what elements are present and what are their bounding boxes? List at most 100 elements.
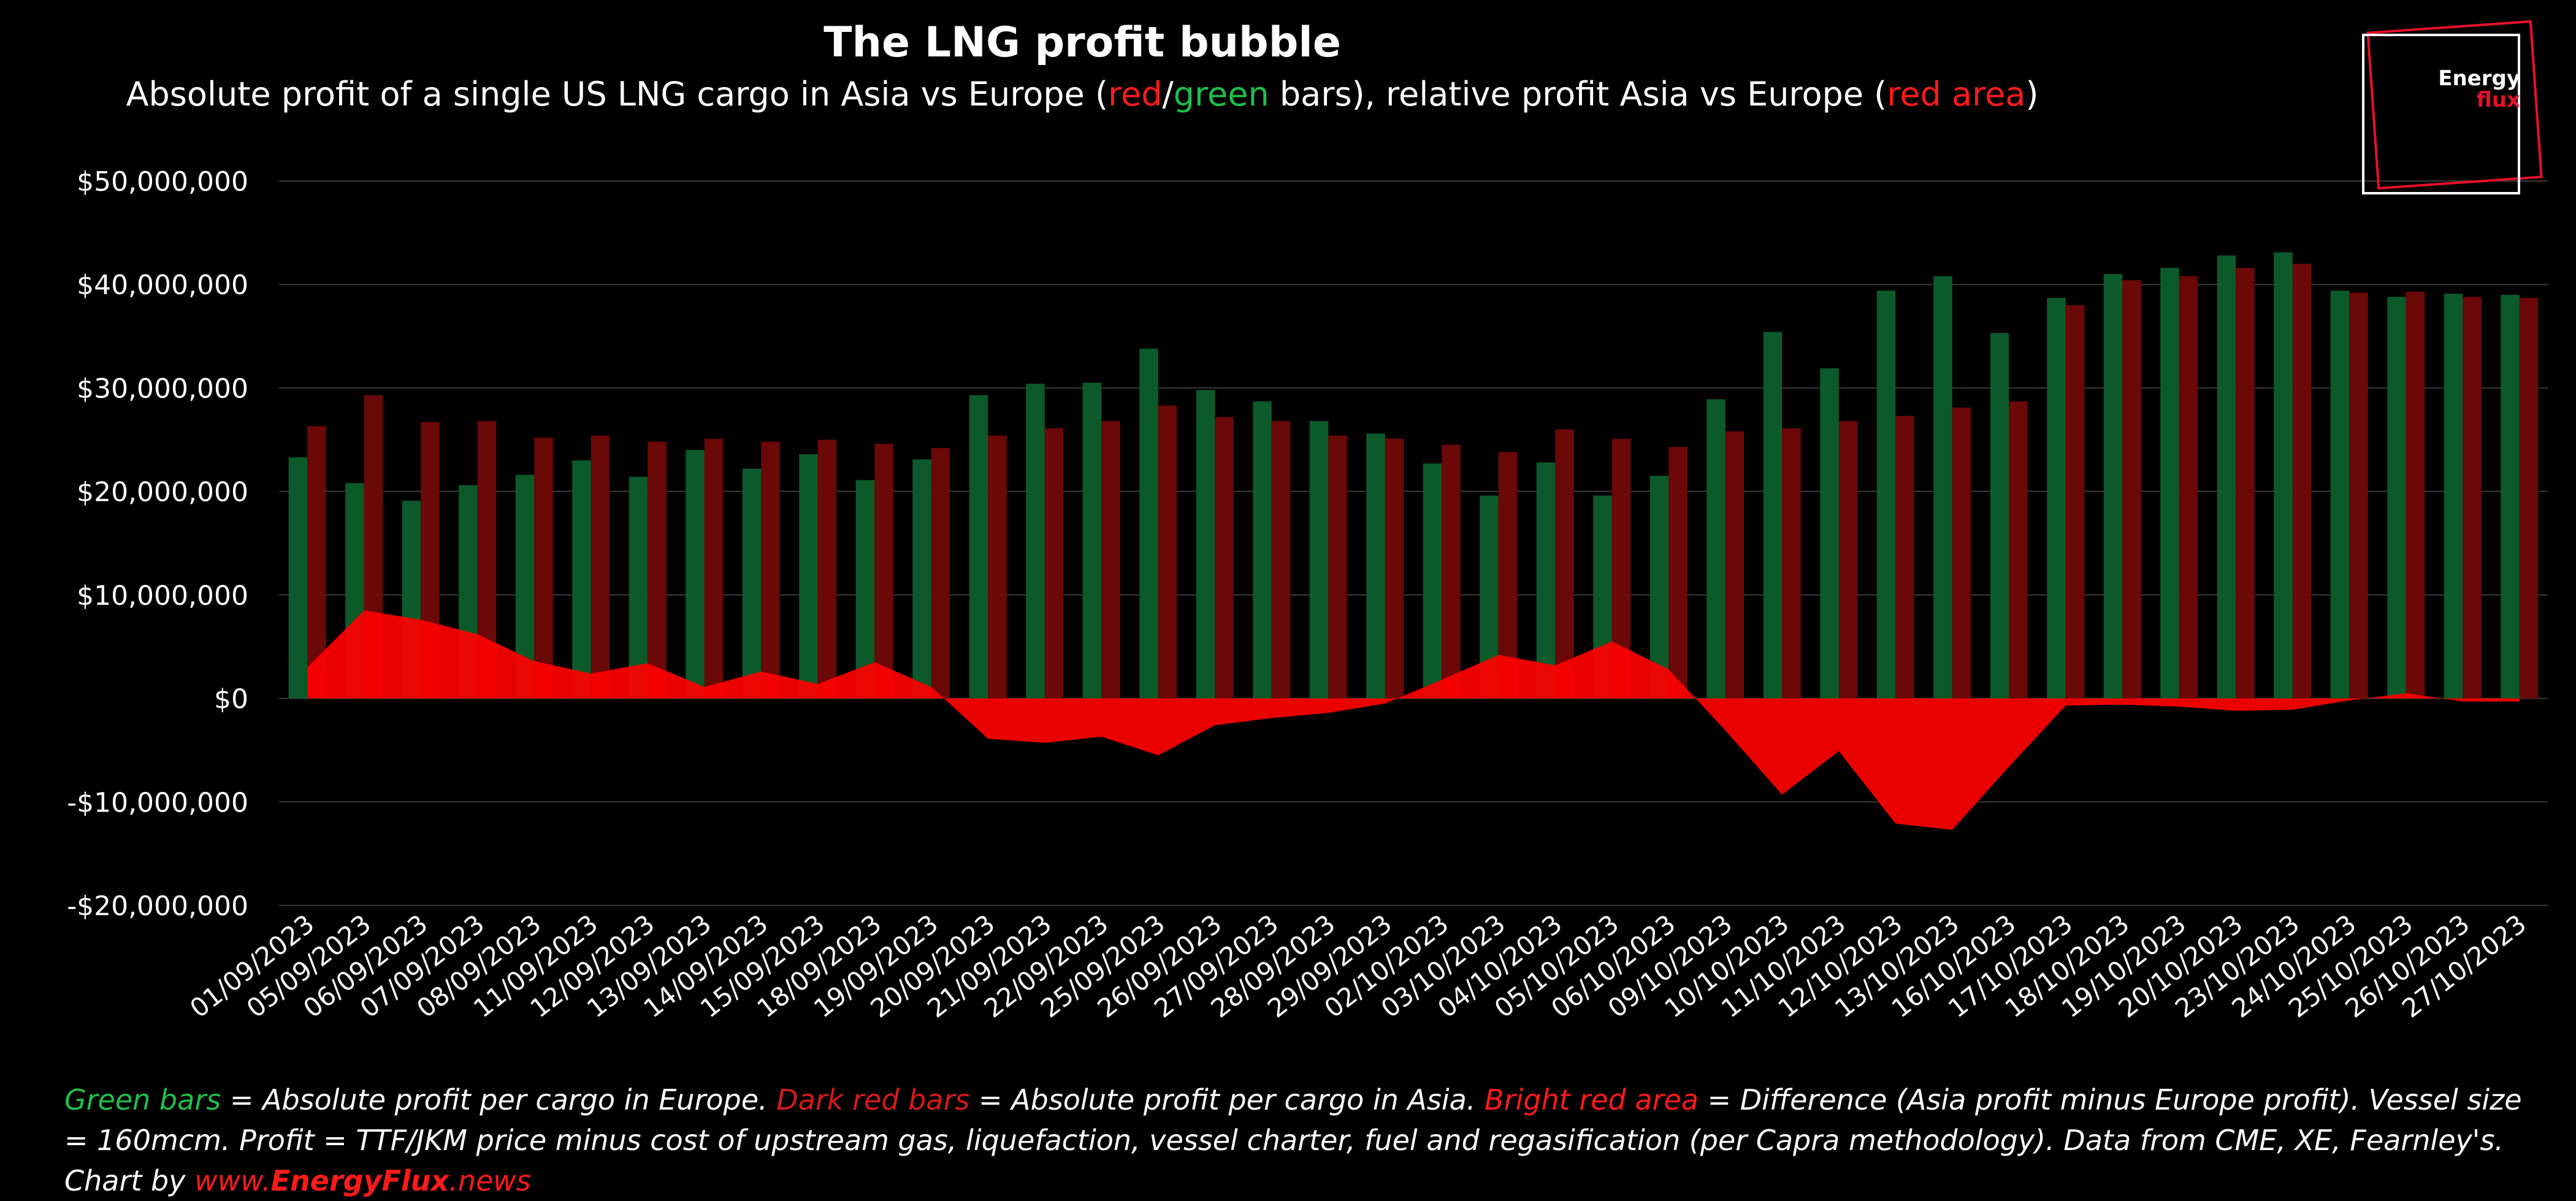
asia-bar [2009, 401, 2028, 699]
asia-bar [1215, 416, 1234, 699]
y-tick-label: $30,000,000 [77, 373, 248, 404]
europe-bar [1536, 462, 1556, 699]
asia-bar [2349, 293, 2368, 699]
y-tick-label: $20,000,000 [77, 477, 248, 508]
europe-bar [2330, 290, 2350, 699]
asia-bar [590, 436, 610, 699]
footnote-text-2: = Absolute profit per cargo in Asia. [969, 1083, 1485, 1116]
europe-bar [1196, 389, 1215, 699]
subtitle-red: red [1108, 75, 1163, 113]
x-axis-tick-labels: 01/09/202305/09/202306/09/202307/09/2023… [184, 908, 2531, 1024]
footnote-text-3: = Difference (Asia profit minus Europe p… [64, 1083, 2522, 1197]
logo-frame [2362, 34, 2520, 194]
asia-bar [1668, 447, 1687, 699]
europe-bar [1253, 401, 1272, 699]
footnote-dark-red-bars: Dark red bars [776, 1083, 970, 1116]
asia-bar [2065, 305, 2085, 699]
asia-bar [2179, 276, 2198, 699]
europe-bar [2103, 274, 2123, 699]
europe-bar [969, 395, 988, 699]
europe-bar [1082, 382, 1102, 699]
logo-text-flux: flux [2476, 88, 2520, 112]
asia-bar [1555, 429, 1574, 699]
asia-bar [988, 436, 1007, 699]
y-tick-label: $50,000,000 [77, 166, 248, 198]
asia-bar [1952, 407, 1971, 699]
chart-title: The LNG profit bubble [824, 18, 1341, 67]
asia-bar [1158, 405, 1177, 699]
europe-bar [1649, 475, 1669, 699]
subtitle-suffix: ) [2025, 75, 2039, 113]
europe-bar [629, 477, 648, 699]
europe-bar [1933, 276, 1952, 699]
europe-bar [1309, 421, 1329, 699]
subtitle-green: green [1173, 75, 1269, 113]
asia-bar [648, 442, 667, 699]
europe-bar [1423, 463, 1442, 699]
gridlines [279, 180, 2548, 906]
footnote-green-bars: Green bars [64, 1083, 221, 1116]
subtitle-slash: / [1162, 75, 1174, 113]
europe-bar [288, 457, 308, 699]
energyflux-link[interactable]: www.EnergyFlux.news [194, 1164, 531, 1197]
europe-bar [2274, 252, 2293, 699]
footnote: Green bars = Absolute profit per cargo i… [64, 1080, 2548, 1201]
asia-bar [534, 437, 553, 699]
footnote-text-1: = Absolute profit per cargo in Europe. [221, 1083, 777, 1116]
europe-bar [855, 480, 875, 699]
europe-bar [2501, 294, 2520, 699]
europe-bar [572, 460, 591, 699]
europe-bar [1763, 332, 1783, 699]
difference-area-shape [307, 610, 2520, 830]
y-tick-label: -$10,000,000 [67, 787, 248, 818]
subtitle-red-area: red area [1887, 75, 2026, 113]
asia-bar [1385, 439, 1404, 699]
asia-bar [2122, 280, 2141, 699]
europe-bar [1026, 383, 1045, 699]
asia-bar [2463, 296, 2482, 699]
europe-bar [1876, 290, 1896, 699]
europe-bar [1366, 433, 1385, 699]
subtitle-mid: bars), relative profit Asia vs Europe ( [1269, 75, 1887, 113]
europe-bar [1990, 333, 2009, 699]
asia-bar [1044, 428, 1064, 699]
asia-bar [931, 448, 950, 699]
europe-bar [2217, 255, 2236, 699]
asia-bar [2292, 263, 2312, 699]
link-www: www. [194, 1164, 271, 1197]
asia-bar [761, 442, 780, 699]
europe-bar [742, 469, 762, 699]
bars [288, 252, 2539, 699]
asia-bar [1101, 421, 1120, 699]
asia-bar [1442, 445, 1461, 699]
asia-bar [817, 439, 837, 699]
europe-bar [686, 450, 705, 699]
chart-subtitle: Absolute profit of a single US LNG cargo… [0, 75, 2165, 113]
asia-bar [2519, 297, 2539, 699]
asia-bar [2236, 267, 2255, 699]
asia-bar [1895, 415, 1914, 699]
y-tick-label: -$20,000,000 [67, 891, 248, 922]
asia-bar [1725, 431, 1745, 699]
asia-bar [1782, 428, 1801, 699]
europe-bar [2387, 296, 2406, 699]
asia-bar [1838, 421, 1858, 699]
y-tick-label: $40,000,000 [77, 270, 248, 301]
asia-bar [874, 443, 893, 699]
logo-text-energy: Energy [2438, 66, 2520, 91]
europe-bar [1139, 348, 1158, 699]
europe-bar [912, 459, 931, 699]
europe-bar [799, 454, 818, 699]
asia-bar [1328, 436, 1347, 699]
subtitle-prefix: Absolute profit of a single US LNG cargo… [126, 75, 1109, 113]
europe-bar [2047, 297, 2066, 699]
footnote-bright-red-area: Bright red area [1485, 1083, 1699, 1116]
asia-bar [1271, 421, 1291, 699]
y-tick-label: $0 [214, 684, 248, 715]
link-tld: .news [449, 1164, 531, 1197]
europe-bar [2444, 293, 2463, 699]
asia-bar [704, 439, 724, 699]
asia-bar [2406, 291, 2425, 699]
y-axis-tick-labels: -$20,000,000 -$10,000,000 $0 $10,000,000 $20… [67, 166, 248, 922]
